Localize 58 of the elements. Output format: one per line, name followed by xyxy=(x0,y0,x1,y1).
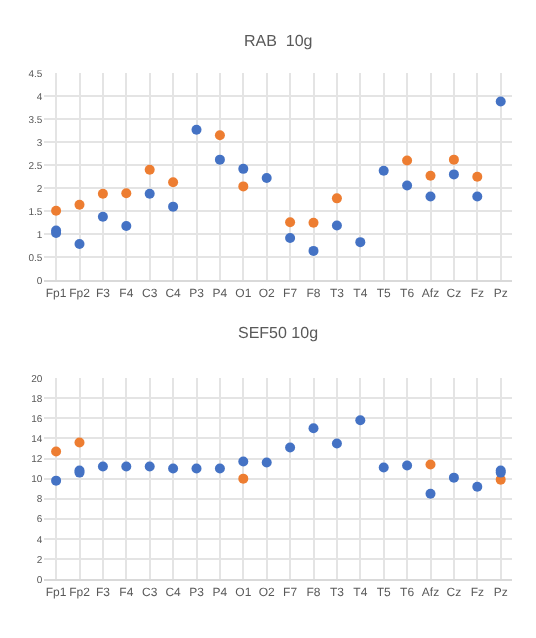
point xyxy=(191,124,202,135)
point xyxy=(238,163,249,174)
point xyxy=(238,456,249,467)
point xyxy=(261,173,272,184)
point xyxy=(51,205,62,216)
point xyxy=(425,191,436,202)
point xyxy=(214,130,225,141)
point xyxy=(378,165,389,176)
point xyxy=(97,461,108,472)
point xyxy=(448,472,459,483)
point xyxy=(378,462,389,473)
point xyxy=(331,438,342,449)
point xyxy=(472,191,483,202)
point xyxy=(74,437,85,448)
point xyxy=(495,96,506,107)
point xyxy=(285,217,296,228)
point xyxy=(168,201,179,212)
point xyxy=(425,488,436,499)
point xyxy=(214,463,225,474)
point xyxy=(214,154,225,165)
point xyxy=(472,481,483,492)
point xyxy=(402,155,413,166)
point xyxy=(308,423,319,434)
chart-title: RAB 10g xyxy=(244,32,313,50)
point xyxy=(402,180,413,191)
point xyxy=(472,171,483,182)
point xyxy=(331,193,342,204)
point xyxy=(402,460,413,471)
point xyxy=(448,169,459,180)
chart-title: SEF50 10g xyxy=(238,324,319,342)
point xyxy=(144,188,155,199)
point xyxy=(168,463,179,474)
point xyxy=(285,442,296,453)
point xyxy=(97,211,108,222)
point xyxy=(74,238,85,249)
point xyxy=(191,463,202,474)
point xyxy=(448,154,459,165)
point xyxy=(355,237,366,248)
point xyxy=(308,245,319,256)
point xyxy=(425,170,436,181)
point xyxy=(355,415,366,426)
point xyxy=(331,220,342,231)
point xyxy=(51,446,62,457)
point xyxy=(168,177,179,188)
point xyxy=(261,457,272,468)
point xyxy=(238,473,249,484)
point xyxy=(121,461,132,472)
point xyxy=(97,188,108,199)
point xyxy=(238,181,249,192)
point xyxy=(121,188,132,199)
point xyxy=(425,459,436,470)
point xyxy=(121,221,132,232)
point xyxy=(51,475,62,486)
point xyxy=(285,233,296,243)
point xyxy=(308,217,319,228)
point xyxy=(144,164,155,175)
point xyxy=(144,461,155,472)
point xyxy=(74,199,85,210)
